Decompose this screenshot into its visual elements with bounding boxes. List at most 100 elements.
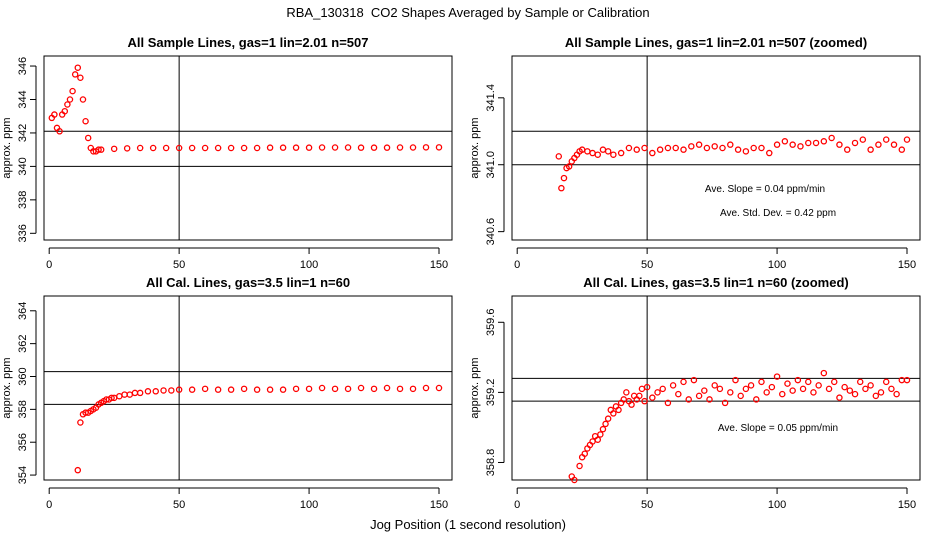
data-point xyxy=(149,144,157,152)
panel-sample-lines: All Sample Lines, gas=1 lin=2.01 n=507 0… xyxy=(1,35,453,271)
data-point xyxy=(716,385,724,393)
annotation-std-dev: Ave. Std. Dev. = 0.42 ppm xyxy=(720,208,836,219)
data-point xyxy=(820,369,828,377)
data-point xyxy=(589,149,596,157)
data-point xyxy=(79,96,87,103)
data-point xyxy=(227,386,235,393)
data-point xyxy=(240,385,248,393)
data-point xyxy=(555,153,563,160)
data-point xyxy=(266,144,274,151)
data-point xyxy=(753,396,760,403)
panel-sample-lines-zoomed: All Sample Lines, gas=1 lin=2.01 n=507 (… xyxy=(469,35,921,271)
data-point xyxy=(672,144,679,152)
x-tick-label: 50 xyxy=(173,499,185,511)
data-point xyxy=(84,134,92,142)
data-point xyxy=(851,139,859,147)
data-point xyxy=(711,382,718,389)
y-tick-label: 358 xyxy=(17,400,29,418)
data-point xyxy=(649,149,656,157)
data-point xyxy=(599,146,607,153)
data-point xyxy=(599,425,607,433)
y-axis-label: approx. ppm xyxy=(469,357,481,418)
data-point xyxy=(71,71,79,78)
data-point xyxy=(188,386,196,393)
data-point xyxy=(742,385,750,393)
data-point xyxy=(162,144,170,152)
data-point xyxy=(836,394,843,401)
x-tick-label: 0 xyxy=(514,499,520,511)
data-point xyxy=(633,146,640,153)
data-point xyxy=(846,387,854,394)
y-tick-label: 344 xyxy=(17,90,29,108)
annotation-slope: Ave. Slope = 0.05 ppm/min xyxy=(718,423,838,434)
data-point xyxy=(805,378,812,386)
data-point xyxy=(750,144,757,152)
x-tick-label: 100 xyxy=(300,499,318,511)
data-point xyxy=(742,148,750,155)
data-point xyxy=(56,128,63,135)
data-point xyxy=(168,387,175,394)
y-tick-label: 359.2 xyxy=(485,379,497,407)
x-tick-label: 50 xyxy=(641,259,653,271)
data-point xyxy=(370,144,378,151)
data-point xyxy=(175,386,183,393)
data-point xyxy=(719,144,726,152)
data-point xyxy=(862,385,869,393)
plot-frame xyxy=(511,55,921,241)
data-point xyxy=(383,384,391,392)
data-point xyxy=(82,117,89,125)
y-tick-label: 342 xyxy=(17,124,29,142)
plot-frame xyxy=(43,295,453,481)
data-point xyxy=(701,387,708,394)
data-point xyxy=(422,144,430,151)
data-point xyxy=(123,145,131,152)
data-point xyxy=(409,385,417,393)
data-point xyxy=(201,144,209,152)
data-point xyxy=(794,376,802,384)
y-tick-label: 356 xyxy=(17,433,29,451)
x-tick-label: 0 xyxy=(46,499,52,511)
data-point xyxy=(877,389,885,396)
data-point xyxy=(602,420,609,428)
data-point xyxy=(734,146,742,153)
data-point xyxy=(126,391,134,398)
data-point xyxy=(331,144,339,151)
data-point xyxy=(695,392,703,400)
data-point xyxy=(201,385,209,393)
y-axis-label: approx. ppm xyxy=(469,117,481,178)
data-point xyxy=(820,138,828,145)
y-tick-label: 341.0 xyxy=(485,151,497,179)
panel-title: All Sample Lines, gas=1 lin=2.01 n=507 (… xyxy=(565,35,867,50)
y-tick-label: 341.4 xyxy=(485,84,497,112)
data-point xyxy=(558,184,565,192)
data-point xyxy=(773,373,781,380)
data-point xyxy=(110,145,118,153)
data-point xyxy=(641,397,648,405)
data-point xyxy=(703,144,711,152)
data-point xyxy=(843,146,851,153)
data-point xyxy=(898,146,906,153)
data-point xyxy=(597,431,604,438)
data-point xyxy=(763,389,770,396)
data-point xyxy=(690,376,698,384)
data-point xyxy=(623,389,630,396)
x-tick-label: 100 xyxy=(768,259,786,271)
data-point xyxy=(779,390,786,398)
data-point xyxy=(773,141,781,148)
data-point xyxy=(659,385,666,393)
data-point xyxy=(810,389,817,396)
data-point xyxy=(805,139,812,147)
y-tick-label: 346 xyxy=(17,57,29,75)
data-point xyxy=(688,143,695,150)
data-point xyxy=(747,382,755,389)
y-tick-label: 340.6 xyxy=(485,218,497,246)
data-point xyxy=(664,144,672,152)
data-point xyxy=(116,392,123,400)
data-point xyxy=(643,383,651,391)
data-point xyxy=(617,149,625,157)
data-point xyxy=(121,391,128,398)
data-point xyxy=(825,385,833,393)
data-point xyxy=(758,144,765,152)
data-point xyxy=(383,144,391,151)
